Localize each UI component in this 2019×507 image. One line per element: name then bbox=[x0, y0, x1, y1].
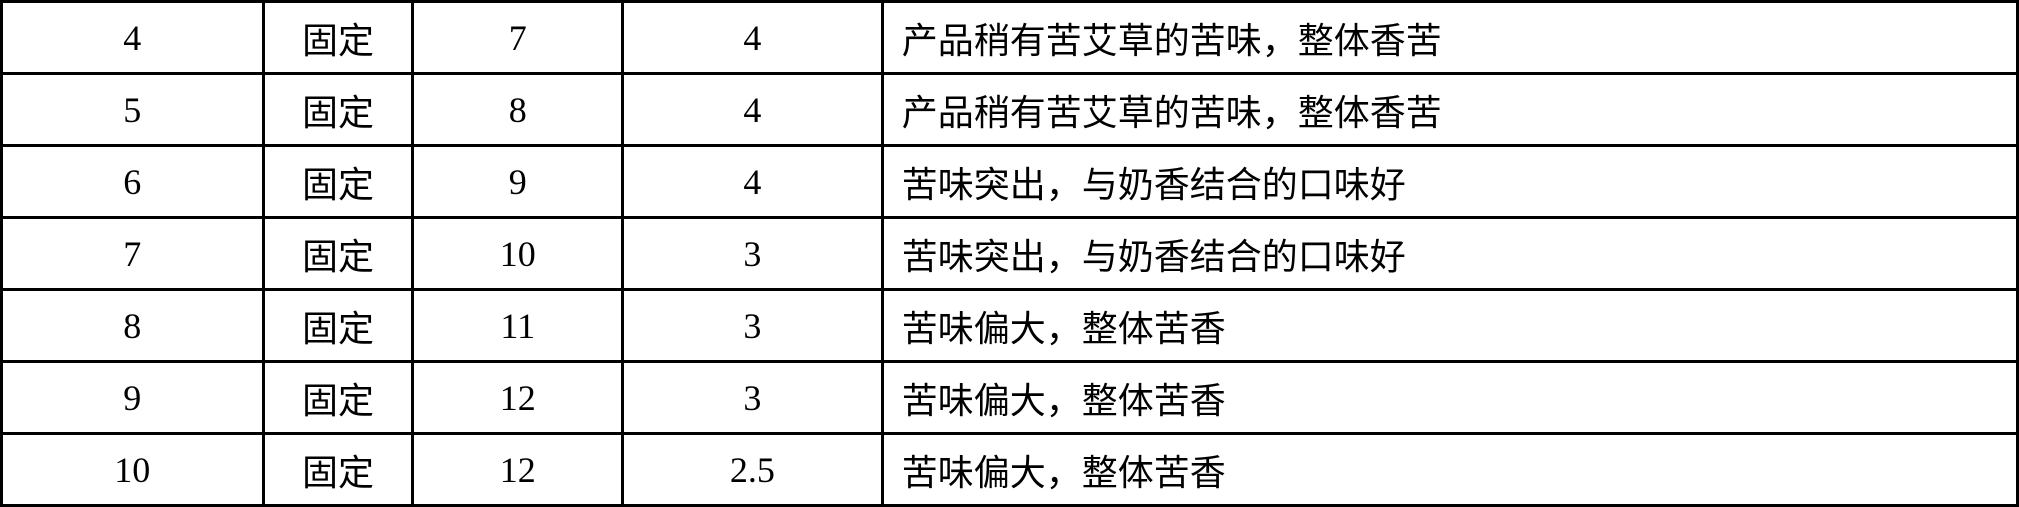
cell-description: 苦味偏大，整体苦香 bbox=[882, 362, 2017, 434]
cell-description: 苦味突出，与奶香结合的口味好 bbox=[882, 146, 2017, 218]
table-row: 10 固定 12 2.5 苦味偏大，整体苦香 bbox=[2, 434, 2018, 506]
cell-description: 产品稍有苦艾草的苦味，整体香苦 bbox=[882, 74, 2017, 146]
cell-description: 产品稍有苦艾草的苦味，整体香苦 bbox=[882, 2, 2017, 74]
table-row: 9 固定 12 3 苦味偏大，整体苦香 bbox=[2, 362, 2018, 434]
cell-value-a: 11 bbox=[413, 290, 623, 362]
table-row: 4 固定 7 4 产品稍有苦艾草的苦味，整体香苦 bbox=[2, 2, 2018, 74]
cell-status: 固定 bbox=[263, 146, 413, 218]
cell-index: 10 bbox=[2, 434, 264, 506]
cell-value-a: 12 bbox=[413, 362, 623, 434]
cell-value-b: 3 bbox=[623, 218, 883, 290]
cell-value-b: 4 bbox=[623, 146, 883, 218]
cell-status: 固定 bbox=[263, 362, 413, 434]
cell-value-a: 7 bbox=[413, 2, 623, 74]
cell-index: 8 bbox=[2, 290, 264, 362]
cell-description: 苦味偏大，整体苦香 bbox=[882, 290, 2017, 362]
table-row: 8 固定 11 3 苦味偏大，整体苦香 bbox=[2, 290, 2018, 362]
table-row: 5 固定 8 4 产品稍有苦艾草的苦味，整体香苦 bbox=[2, 74, 2018, 146]
cell-status: 固定 bbox=[263, 218, 413, 290]
data-table: 4 固定 7 4 产品稍有苦艾草的苦味，整体香苦 5 固定 8 4 产品稍有苦艾… bbox=[0, 0, 2019, 507]
cell-description: 苦味偏大，整体苦香 bbox=[882, 434, 2017, 506]
cell-status: 固定 bbox=[263, 74, 413, 146]
cell-status: 固定 bbox=[263, 290, 413, 362]
cell-value-a: 12 bbox=[413, 434, 623, 506]
cell-value-a: 9 bbox=[413, 146, 623, 218]
cell-index: 5 bbox=[2, 74, 264, 146]
cell-value-b: 4 bbox=[623, 74, 883, 146]
table-row: 6 固定 9 4 苦味突出，与奶香结合的口味好 bbox=[2, 146, 2018, 218]
cell-index: 4 bbox=[2, 2, 264, 74]
cell-value-a: 10 bbox=[413, 218, 623, 290]
table-body: 4 固定 7 4 产品稍有苦艾草的苦味，整体香苦 5 固定 8 4 产品稍有苦艾… bbox=[2, 2, 2018, 506]
cell-value-b: 2.5 bbox=[623, 434, 883, 506]
cell-status: 固定 bbox=[263, 2, 413, 74]
table-row: 7 固定 10 3 苦味突出，与奶香结合的口味好 bbox=[2, 218, 2018, 290]
cell-index: 9 bbox=[2, 362, 264, 434]
cell-value-b: 4 bbox=[623, 2, 883, 74]
cell-status: 固定 bbox=[263, 434, 413, 506]
cell-description: 苦味突出，与奶香结合的口味好 bbox=[882, 218, 2017, 290]
cell-index: 6 bbox=[2, 146, 264, 218]
cell-value-b: 3 bbox=[623, 290, 883, 362]
cell-value-a: 8 bbox=[413, 74, 623, 146]
cell-value-b: 3 bbox=[623, 362, 883, 434]
cell-index: 7 bbox=[2, 218, 264, 290]
